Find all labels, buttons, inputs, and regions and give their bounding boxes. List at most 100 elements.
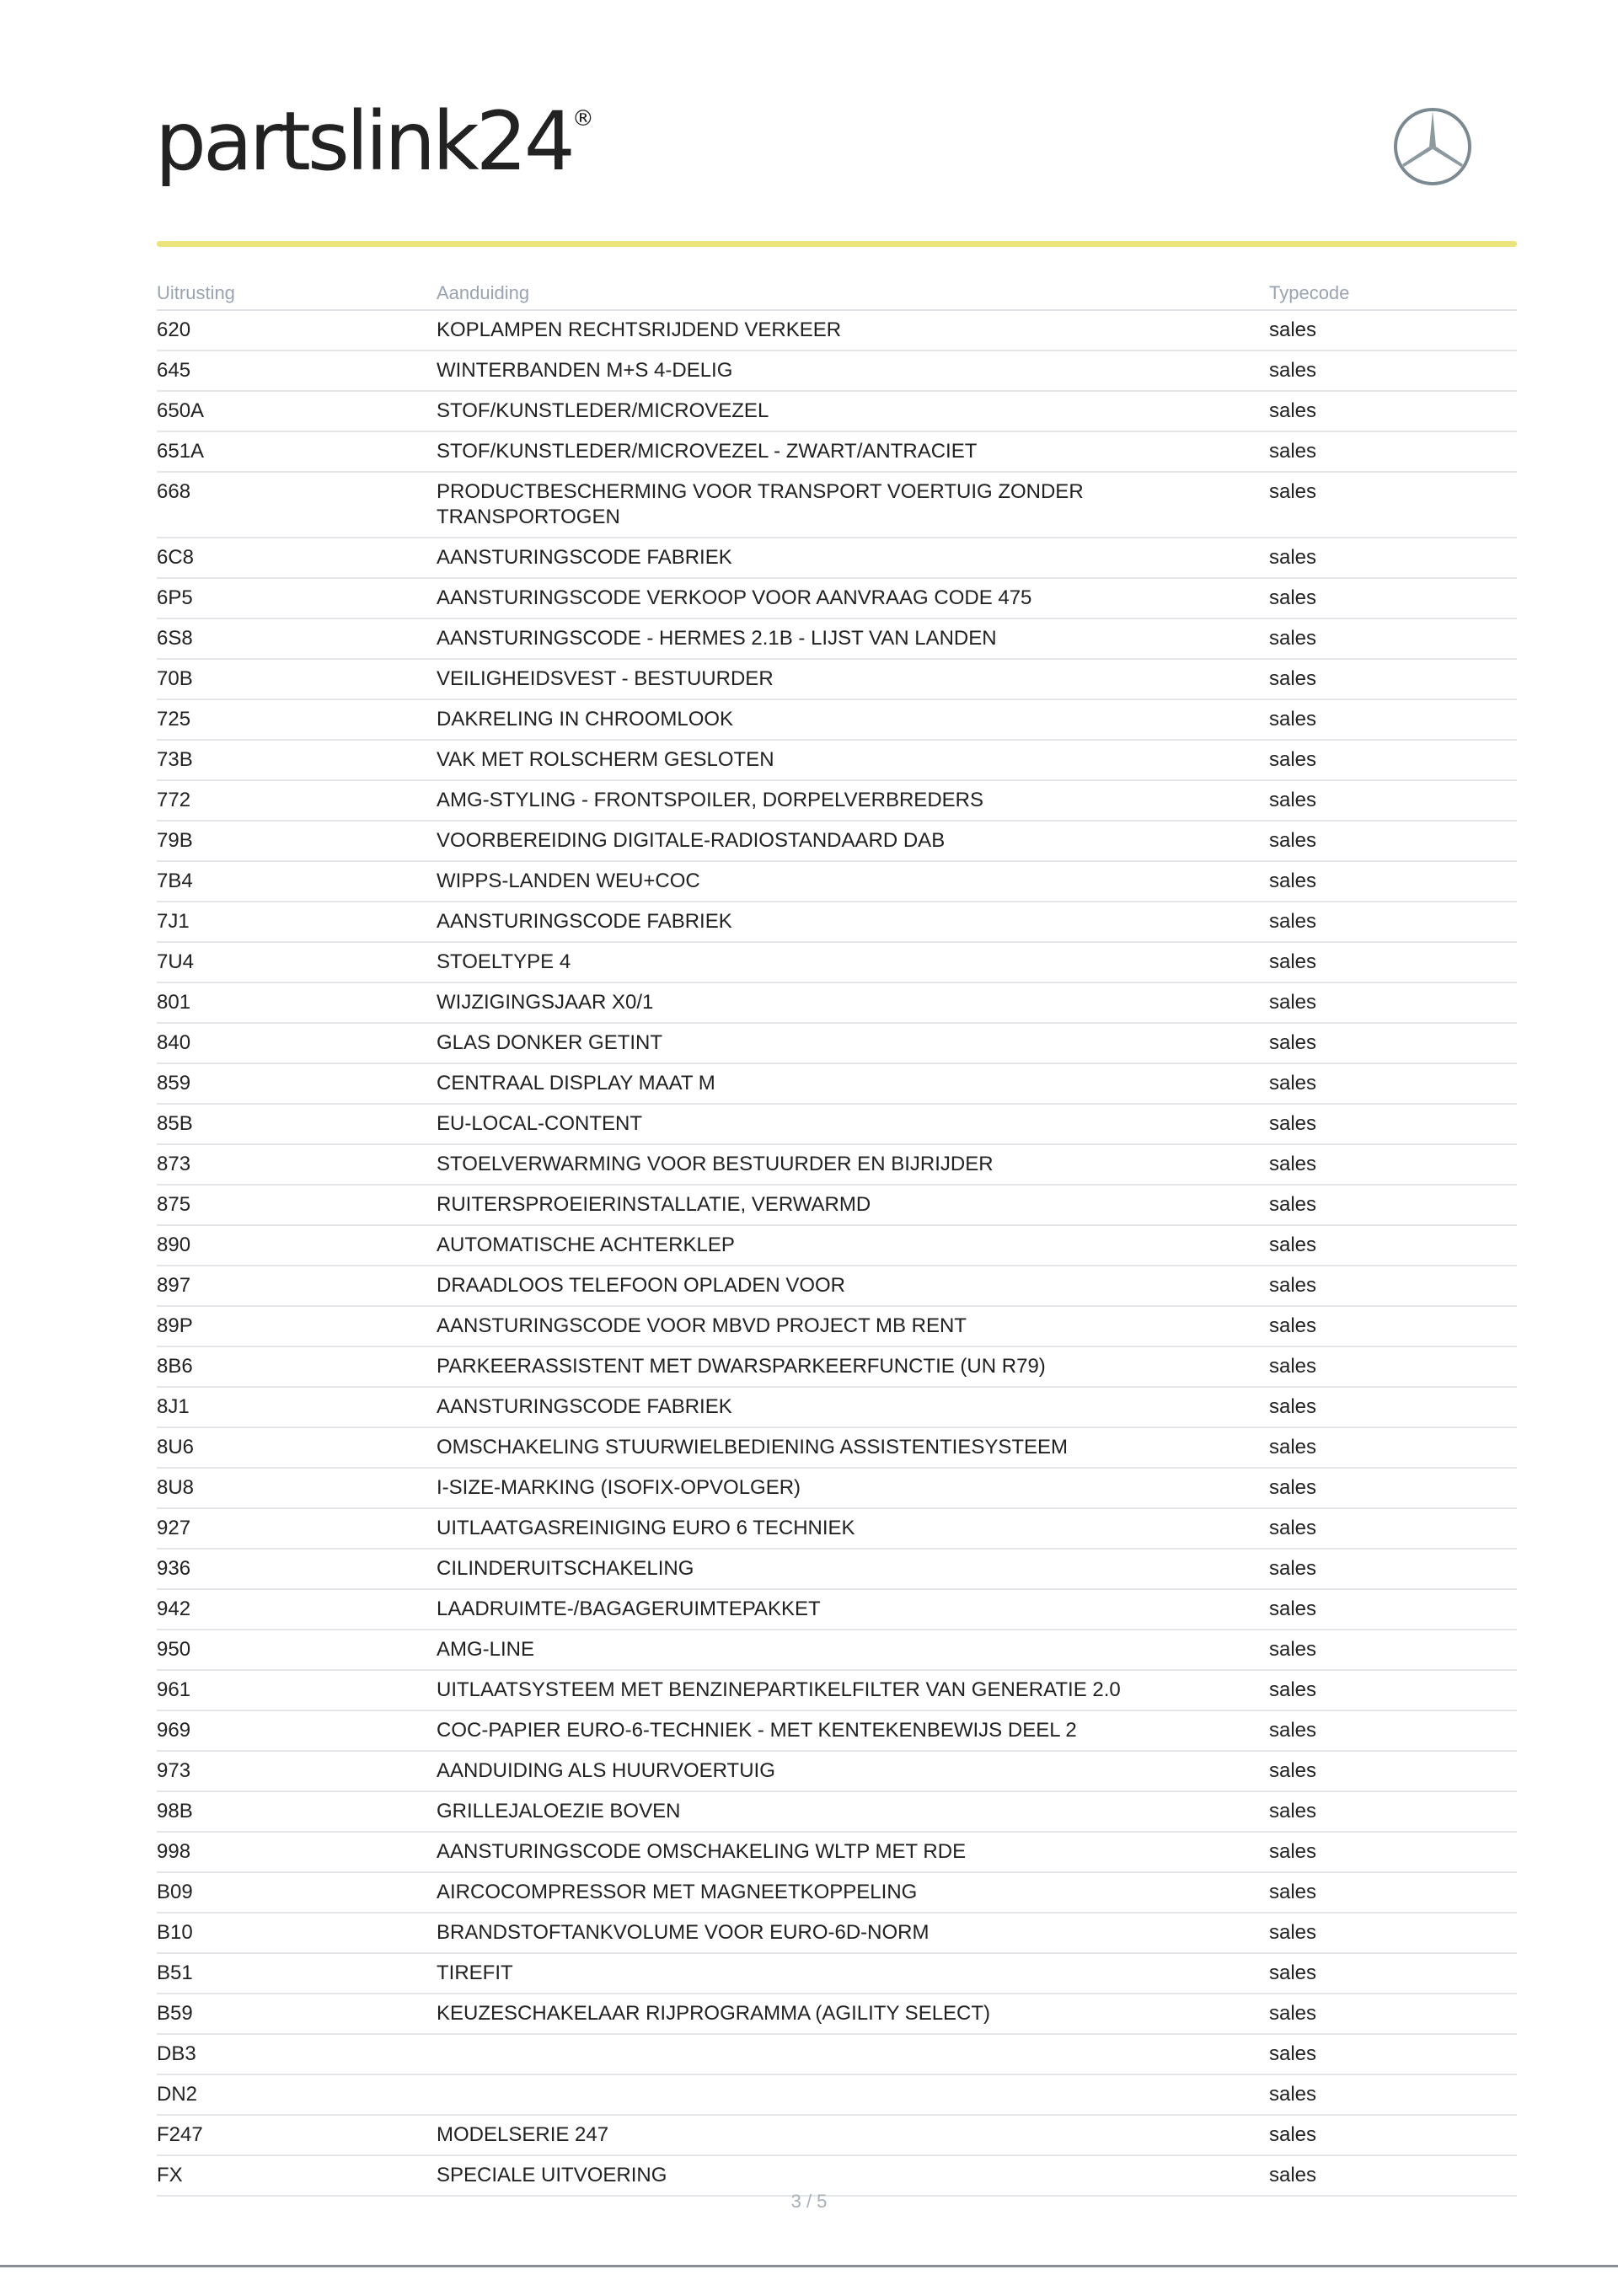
table-row: 645 WINTERBANDEN M+S 4-DELIG sales: [157, 351, 1517, 392]
cell-description: STOELVERWARMING VOOR BESTUURDER EN BIJRI…: [437, 1144, 1269, 1185]
table-row: 6P5 AANSTURINGSCODE VERKOOP VOOR AANVRAAG…: [157, 578, 1517, 619]
cell-typecode: sales: [1269, 1913, 1517, 1954]
table-row: 875 RUITERSPROEIERINSTALLATIE, VERWARMD sa…: [157, 1185, 1517, 1226]
page-number: 3 / 5: [790, 2191, 828, 2212]
cell-typecode: sales: [1269, 1468, 1517, 1509]
cell-description: [437, 2034, 1269, 2075]
table-row: 927 UITLAATGASREINIGING EURO 6 TECHNIEK sa…: [157, 1508, 1517, 1549]
cell-typecode: sales: [1269, 1953, 1517, 1994]
cell-typecode: sales: [1269, 2115, 1517, 2156]
cell-typecode: sales: [1269, 472, 1517, 538]
cell-description: PARKEERASSISTENT MET DWARSPARKEERFUNCTIE…: [437, 1346, 1269, 1388]
cell-description: EU-LOCAL-CONTENT: [437, 1104, 1269, 1145]
cell-typecode: sales: [1269, 431, 1517, 473]
cell-code: 801: [157, 982, 437, 1024]
table-header-row: Uitrusting Aanduiding Typecode: [157, 274, 1517, 311]
table-row: 969 COC-PAPIER EURO-6-TECHNIEK - MET KENT…: [157, 1710, 1517, 1752]
cell-typecode: sales: [1269, 1104, 1517, 1145]
cell-code: 85B: [157, 1104, 437, 1145]
column-header-aanduiding: Aanduiding: [437, 274, 1269, 311]
table-row: B51 TIREFIT sales: [157, 1953, 1517, 1994]
table-row: 772 AMG-STYLING - FRONTSPOILER, DORPELVER…: [157, 780, 1517, 822]
cell-typecode: sales: [1269, 659, 1517, 700]
mercedes-star-icon: [1394, 108, 1471, 185]
cell-code: 6S8: [157, 618, 437, 660]
cell-code: 668: [157, 472, 437, 538]
cell-code: 645: [157, 351, 437, 392]
partslink24-logo: partslink24®: [155, 101, 594, 182]
cell-typecode: sales: [1269, 2034, 1517, 2075]
cell-code: 7U4: [157, 942, 437, 983]
cell-typecode: sales: [1269, 1144, 1517, 1185]
cell-typecode: sales: [1269, 1387, 1517, 1428]
cell-description: CILINDERUITSCHAKELING: [437, 1549, 1269, 1590]
cell-description: AANSTURINGSCODE FABRIEK: [437, 1387, 1269, 1428]
cell-typecode: sales: [1269, 1266, 1517, 1307]
cell-typecode: sales: [1269, 699, 1517, 741]
cell-code: 942: [157, 1589, 437, 1630]
cell-code: 89P: [157, 1306, 437, 1347]
table-row: 8B6 PARKEERASSISTENT MET DWARSPARKEERFUNC…: [157, 1346, 1517, 1388]
table-row: 651A STOF/KUNSTLEDER/MICROVEZEL - ZWART/A…: [157, 431, 1517, 473]
cell-description: AANDUIDING ALS HUURVOERTUIG: [437, 1751, 1269, 1792]
cell-description: BRANDSTOFTANKVOLUME VOOR EURO-6D-NORM: [437, 1913, 1269, 1954]
cell-code: 950: [157, 1630, 437, 1671]
table-row: DB3 sales: [157, 2034, 1517, 2075]
cell-code: B10: [157, 1913, 437, 1954]
table-row: 725 DAKRELING IN CHROOMLOOK sales: [157, 699, 1517, 741]
cell-typecode: sales: [1269, 1225, 1517, 1266]
cell-description: AANSTURINGSCODE FABRIEK: [437, 902, 1269, 943]
cell-code: 73B: [157, 740, 437, 781]
cell-typecode: sales: [1269, 982, 1517, 1024]
cell-description: WINTERBANDEN M+S 4-DELIG: [437, 351, 1269, 392]
cell-code: FX: [157, 2155, 437, 2197]
cell-code: 840: [157, 1023, 437, 1064]
cell-code: 7J1: [157, 902, 437, 943]
cell-code: 7B4: [157, 861, 437, 902]
table-row: B10 BRANDSTOFTANKVOLUME VOOR EURO-6D-NORM…: [157, 1913, 1517, 1954]
cell-code: 651A: [157, 431, 437, 473]
table-row: 840 GLAS DONKER GETINT sales: [157, 1023, 1517, 1064]
cell-description: AANSTURINGSCODE VOOR MBVD PROJECT MB REN…: [437, 1306, 1269, 1347]
cell-description: AANSTURINGSCODE VERKOOP VOOR AANVRAAG CO…: [437, 578, 1269, 619]
cell-code: 961: [157, 1670, 437, 1711]
cell-code: 873: [157, 1144, 437, 1185]
table-row: 79B VOORBEREIDING DIGITALE-RADIOSTANDAARD…: [157, 821, 1517, 862]
cell-typecode: sales: [1269, 1063, 1517, 1105]
cell-description: RUITERSPROEIERINSTALLATIE, VERWARMD: [437, 1185, 1269, 1226]
cell-description: STOELTYPE 4: [437, 942, 1269, 983]
equipment-table: Uitrusting Aanduiding Typecode 620 KOPLAM…: [157, 274, 1517, 2197]
cell-code: 998: [157, 1832, 437, 1873]
cell-description: KOPLAMPEN RECHTSRIJDEND VERKEER: [437, 310, 1269, 351]
cell-description: I-SIZE-MARKING (ISOFIX-OPVOLGER): [437, 1468, 1269, 1509]
cell-code: 6C8: [157, 538, 437, 579]
cell-typecode: sales: [1269, 1751, 1517, 1792]
table-row: 620 KOPLAMPEN RECHTSRIJDEND VERKEER sales: [157, 310, 1517, 351]
table-row: B59 KEUZESCHAKELAAR RIJPROGRAMMA (AGILITY…: [157, 1994, 1517, 2035]
cell-code: 969: [157, 1710, 437, 1752]
cell-description: STOF/KUNSTLEDER/MICROVEZEL: [437, 391, 1269, 432]
cell-typecode: sales: [1269, 780, 1517, 822]
cell-code: 620: [157, 310, 437, 351]
cell-typecode: sales: [1269, 351, 1517, 392]
table-row: 98B GRILLEJALOEZIE BOVEN sales: [157, 1791, 1517, 1833]
cell-description: AMG-LINE: [437, 1630, 1269, 1671]
cell-typecode: sales: [1269, 391, 1517, 432]
cell-typecode: sales: [1269, 1427, 1517, 1469]
table-row: 801 WIJZIGINGSJAAR X0/1 sales: [157, 982, 1517, 1024]
cell-code: 725: [157, 699, 437, 741]
cell-typecode: sales: [1269, 1549, 1517, 1590]
cell-code: 973: [157, 1751, 437, 1792]
column-header-uitrusting: Uitrusting: [157, 274, 437, 311]
cell-typecode: sales: [1269, 861, 1517, 902]
table-row: 650A STOF/KUNSTLEDER/MICROVEZEL sales: [157, 391, 1517, 432]
table-row: B09 AIRCOCOMPRESSOR MET MAGNEETKOPPELING s…: [157, 1872, 1517, 1913]
cell-code: 8J1: [157, 1387, 437, 1428]
cell-description: LAADRUIMTE-/BAGAGERUIMTEPAKKET: [437, 1589, 1269, 1630]
cell-typecode: sales: [1269, 2155, 1517, 2197]
cell-typecode: sales: [1269, 1710, 1517, 1752]
cell-code: 890: [157, 1225, 437, 1266]
table-row: 998 AANSTURINGSCODE OMSCHAKELING WLTP MET…: [157, 1832, 1517, 1873]
table-row: 85B EU-LOCAL-CONTENT sales: [157, 1104, 1517, 1145]
cell-description: AANSTURINGSCODE FABRIEK: [437, 538, 1269, 579]
